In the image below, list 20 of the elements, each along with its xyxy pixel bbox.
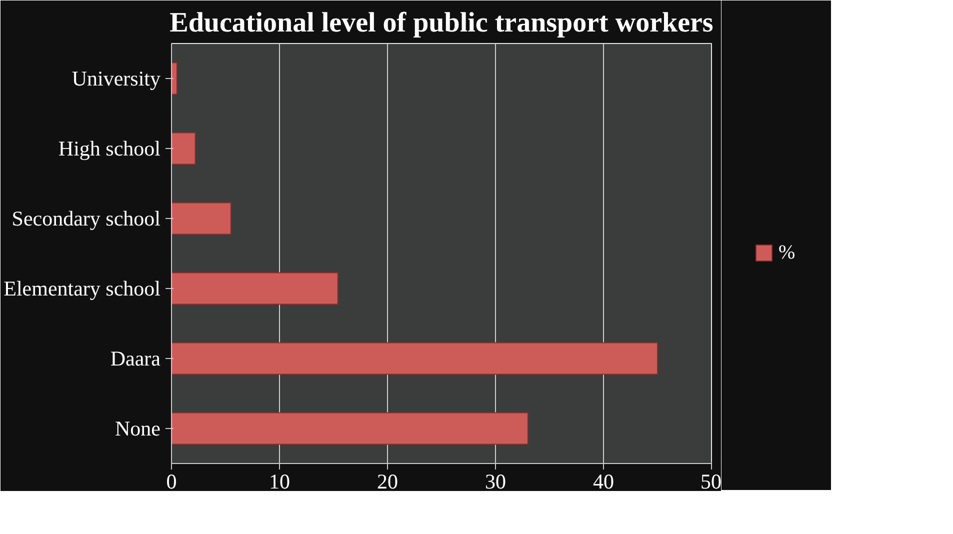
x-tick-label: 20 (377, 470, 398, 494)
bar (172, 272, 338, 305)
x-tick-label: 40 (593, 470, 614, 494)
x-tick-label: 50 (700, 470, 722, 494)
x-tick-label: 0 (166, 470, 177, 494)
bar (172, 132, 196, 165)
chart-title: Educational level of public transport workers (170, 8, 714, 38)
y-tick-label: High school (58, 136, 161, 160)
y-tick-label: University (72, 66, 161, 90)
y-tick-label: Elementary school (4, 276, 161, 300)
y-tick-label: None (115, 416, 161, 440)
y-tick-label: Secondary school (12, 206, 161, 230)
bar (172, 202, 232, 235)
x-tick-label: 10 (269, 470, 290, 494)
legend-label: % (778, 241, 796, 264)
x-tick-label: 30 (485, 470, 506, 494)
bar (172, 412, 528, 445)
y-tick-label: Daara (110, 346, 162, 370)
bar (172, 342, 658, 375)
bar (172, 62, 178, 95)
